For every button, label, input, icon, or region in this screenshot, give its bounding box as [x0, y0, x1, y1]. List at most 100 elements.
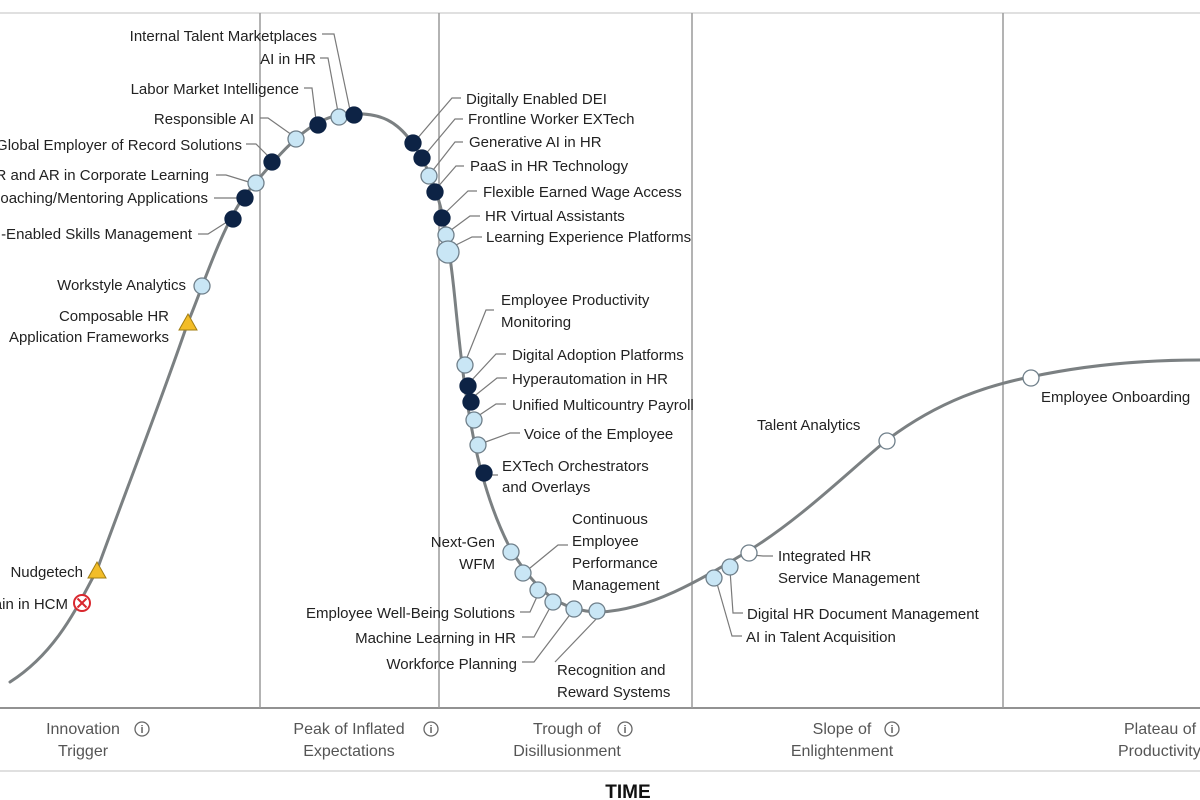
tech-label-multicountry-payroll: Unified Multicountry Payroll — [512, 397, 694, 414]
tech-label-lxp: Learning Experience Platforms — [486, 229, 691, 246]
tech-label-voice-employee: Voice of the Employee — [524, 426, 673, 443]
marker-light-machine-learning-in-hr[interactable] — [544, 593, 562, 611]
svg-text:i: i — [429, 724, 432, 736]
leader-line — [446, 215, 480, 234]
marker-dark-extech-orchestrators-and-overlays[interactable] — [475, 464, 493, 482]
leader-line — [522, 611, 573, 663]
svg-text:i: i — [890, 724, 893, 736]
marker-light-employee-productivity-monitoring[interactable] — [456, 356, 474, 374]
leader-line — [246, 143, 271, 159]
marker-light-voice-of-the-employee[interactable] — [469, 436, 487, 454]
leader-line — [198, 219, 231, 235]
marker-triangle-nudgetech[interactable] — [87, 560, 107, 579]
marker-light-employee-well-being-solutions[interactable] — [529, 581, 547, 599]
svg-text:i: i — [623, 724, 626, 736]
tech-label-recognition: Recognition and Reward Systems — [557, 662, 670, 701]
leader-line — [423, 118, 463, 157]
tech-label-talent-marketplaces: Internal Talent Marketplaces — [130, 28, 317, 45]
marker-light-responsible-ai[interactable] — [287, 130, 305, 148]
tech-label-employee-onboarding: Employee Onboarding — [1041, 389, 1190, 406]
tech-label-hr-document-management: Digital HR Document Management — [747, 606, 980, 623]
marker-obsolete-blockchain-in-hcm[interactable] — [73, 594, 91, 612]
leader-line — [443, 190, 477, 215]
marker-light-continuous-employee-performance-management[interactable] — [514, 564, 532, 582]
tech-label-integrated-hr-service: Integrated HR Service Management — [778, 548, 921, 587]
marker-dark-hyperautomation-in-hr[interactable] — [462, 393, 480, 411]
marker-white-integrated-hr-service-management[interactable] — [740, 544, 758, 562]
marker-light-unified-multicountry-payroll[interactable] — [465, 411, 483, 429]
leader-line — [474, 403, 506, 419]
leader-line — [216, 174, 253, 184]
leader-line — [415, 97, 461, 141]
marker-light-workforce-planning[interactable] — [565, 600, 583, 618]
tech-label-labor-market: Labor Market Intelligence — [131, 81, 299, 98]
leader-line — [429, 141, 463, 175]
leader-line — [435, 165, 464, 190]
tech-label-continuous-performance: Continuous Employee Performance Management — [572, 511, 660, 594]
marker-dark-digitally-enabled-dei[interactable] — [404, 134, 422, 152]
marker-dark-digital-adoption-platforms[interactable] — [459, 377, 477, 395]
leader-line — [554, 614, 601, 663]
marker-light-recognition-and-reward-systems[interactable] — [588, 602, 606, 620]
tech-label-global-eor: Global Employer of Record Solutions — [0, 137, 242, 154]
marker-dark-coaching-mentoring-applications[interactable] — [236, 189, 254, 207]
marker-dark-paas-in-hr-technology[interactable] — [426, 183, 444, 201]
tech-label-hyperautomation: Hyperautomation in HR — [512, 371, 668, 388]
phase-label-trough: Trough of Disillusionment — [513, 721, 621, 760]
tech-label-next-gen-wfm: Next-Gen WFM — [431, 534, 495, 573]
leader-line — [465, 309, 494, 361]
tech-label-paas: PaaS in HR Technology — [470, 158, 629, 175]
marker-light-workstyle-analytics[interactable] — [193, 277, 211, 295]
tech-label-responsible-ai: Responsible AI — [154, 111, 254, 128]
marker-dark-frontline-worker-extech[interactable] — [413, 149, 431, 167]
tech-label-vr-ar: VR and AR in Corporate Learning — [0, 167, 209, 184]
marker-light-large-learning-experience-platforms[interactable] — [436, 240, 460, 264]
marker-dark-global-employer-of-record-solutions[interactable] — [263, 153, 281, 171]
tech-label-machine-learning: Machine Learning in HR — [355, 630, 516, 647]
info-circle-icon[interactable]: i — [423, 721, 439, 737]
info-circle-icon[interactable]: i — [617, 721, 633, 737]
time-axis-label: TIME — [605, 782, 650, 800]
info-circle-icon[interactable]: i — [884, 721, 900, 737]
marker-dark-internal-talent-marketplaces[interactable] — [345, 106, 363, 124]
phase-label-innovation-trigger: Innovation Trigger — [46, 721, 120, 760]
tech-label-coaching: Coaching/Mentoring Applications — [0, 190, 208, 207]
marker-dark-ai-enabled-skills-management[interactable] — [224, 210, 242, 228]
marker-light-vr-and-ar-in-corporate-learning[interactable] — [247, 174, 265, 192]
marker-triangle-composable-hr-application-frameworks[interactable] — [178, 312, 198, 331]
marker-light-ai-in-hr[interactable] — [330, 108, 348, 126]
tech-label-workstyle-analytics: Workstyle Analytics — [57, 277, 186, 294]
phase-label-slope: Slope of Enlightenment — [791, 721, 894, 760]
leader-line — [451, 236, 482, 248]
leader-line — [471, 377, 507, 399]
phase-label-plateau: Plateau of Productivity — [1118, 721, 1200, 760]
marker-dark-labor-market-intelligence[interactable] — [309, 116, 327, 134]
marker-dark-flexible-earned-wage-access[interactable] — [433, 209, 451, 227]
leader-lines — [198, 33, 773, 663]
tech-label-extech-orchestrators: EXTech Orchestrators and Overlays — [502, 458, 649, 496]
tech-label-generative-ai: Generative AI in HR — [469, 134, 602, 151]
marker-white-talent-analytics[interactable] — [878, 432, 896, 450]
leader-line — [260, 117, 293, 136]
leader-line — [729, 569, 743, 614]
leader-line — [715, 579, 742, 637]
tech-label-composable-hr: Composable HR Application Frameworks — [9, 308, 169, 346]
tech-label-earned-wage: Flexible Earned Wage Access — [483, 184, 682, 201]
marker-light-generative-ai-in-hr[interactable] — [420, 167, 438, 185]
technology-markers — [73, 106, 1040, 620]
phase-labels: Innovation Trigger Peak of Inflated Expect… — [46, 721, 1200, 760]
tech-label-digital-adoption: Digital Adoption Platforms — [512, 347, 684, 364]
marker-light-ai-in-talent-acquisition[interactable] — [705, 569, 723, 587]
phase-label-peak: Peak of Inflated Expectations — [293, 721, 404, 760]
tech-label-well-being: Employee Well-Being Solutions — [306, 605, 515, 622]
technology-labels: Nudgetech Blockchain in HCM Composable H… — [0, 28, 1190, 701]
tech-label-workforce-planning: Workforce Planning — [386, 656, 517, 673]
marker-light-digital-hr-document-management[interactable] — [721, 558, 739, 576]
info-circle-icon[interactable]: i — [134, 721, 150, 737]
leader-line — [469, 353, 506, 383]
leader-line — [479, 432, 520, 445]
marker-white-employee-onboarding[interactable] — [1022, 369, 1040, 387]
marker-light-next-gen-wfm[interactable] — [502, 543, 520, 561]
leader-line — [522, 603, 553, 638]
